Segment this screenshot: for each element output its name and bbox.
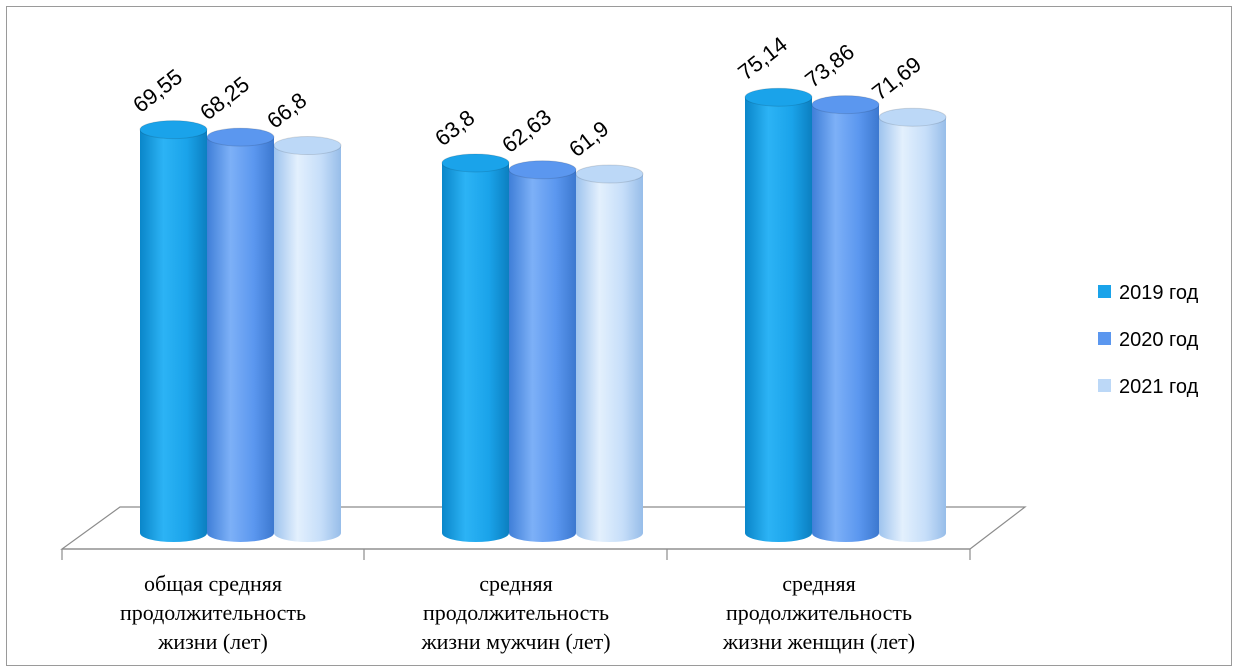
data-label: 73,86 — [800, 39, 859, 93]
bar-top — [811, 95, 880, 115]
legend-label: 2020 год — [1119, 329, 1199, 351]
data-label: 66,8 — [262, 87, 311, 133]
bar-body — [140, 129, 207, 543]
bar — [811, 95, 880, 542]
category-label: средняя — [782, 571, 855, 596]
category-label: продолжительность — [120, 600, 306, 625]
bar-body — [274, 145, 341, 542]
bar-top — [575, 164, 644, 184]
legend-swatch — [1098, 379, 1111, 392]
data-label: 69,55 — [128, 64, 187, 118]
data-label: 71,69 — [867, 52, 926, 106]
legend-swatch — [1098, 332, 1111, 345]
bar — [878, 107, 947, 542]
legend-swatch — [1098, 285, 1111, 298]
bar-top — [273, 136, 342, 156]
bar-body — [509, 169, 576, 542]
legend-label: 2019 год — [1119, 282, 1199, 304]
legend: 2019 год 2020 год 2021 год — [1098, 282, 1199, 398]
data-label: 68,25 — [195, 71, 254, 125]
bar-body — [576, 173, 643, 543]
bar — [744, 87, 813, 543]
bar-body — [879, 117, 946, 542]
bar-top — [139, 120, 208, 140]
category-label: продолжительность — [726, 600, 912, 625]
bar — [508, 160, 577, 542]
bar-top — [206, 127, 275, 147]
bar-body — [207, 137, 274, 542]
category-labels-layer: общая средняя продолжительность жизни (лет… — [120, 571, 915, 654]
bars-layer — [139, 87, 947, 543]
category-label: продолжительность — [423, 600, 609, 625]
category-label: средняя — [479, 571, 552, 596]
category-label: жизни женщин (лет) — [722, 629, 915, 654]
bar-body — [442, 162, 509, 542]
bar-body — [745, 97, 812, 543]
bar-top — [441, 153, 510, 173]
bar-top — [508, 160, 577, 180]
bar — [206, 127, 275, 542]
data-label: 63,8 — [430, 105, 479, 151]
bar — [273, 136, 342, 542]
bar — [441, 153, 510, 542]
legend-label: 2021 год — [1119, 376, 1199, 398]
data-label: 62,63 — [497, 104, 556, 158]
category-label: жизни мужчин (лет) — [420, 629, 610, 654]
bar-body — [812, 104, 879, 542]
data-label: 61,9 — [564, 116, 613, 162]
data-label: 75,14 — [733, 32, 792, 86]
bar — [139, 120, 208, 543]
category-label: жизни (лет) — [157, 629, 268, 654]
category-label: общая средняя — [144, 571, 282, 596]
bar-top — [878, 107, 947, 127]
bar-top — [744, 87, 813, 107]
bar — [575, 164, 644, 543]
